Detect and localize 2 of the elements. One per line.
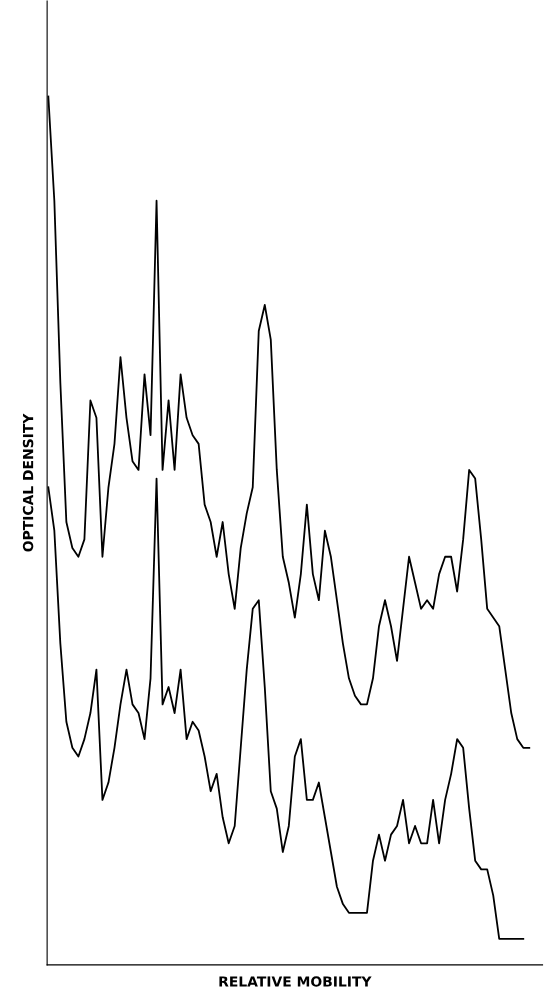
- y-axis-title: OPTICAL DENSITY: [22, 413, 34, 552]
- x-axis-title: RELATIVE MOBILITY: [219, 976, 372, 987]
